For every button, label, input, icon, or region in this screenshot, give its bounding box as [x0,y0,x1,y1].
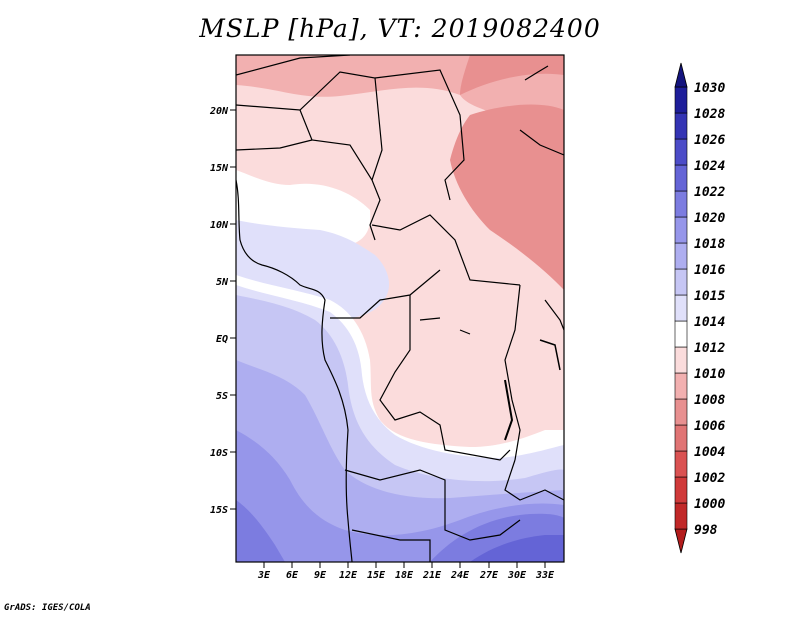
colorbar-label: 1014 [694,315,725,330]
colorbar-label: 1016 [694,263,725,278]
colorbar-label: 1000 [694,497,725,512]
colorbar-label: 1028 [694,107,725,122]
map-frame [235,54,565,563]
colorbar-label: 1018 [694,237,725,252]
lat-label-5S: 5S [216,391,228,402]
lon-label-12E: 12E [339,570,358,581]
colorbar-swatch [674,86,688,114]
colorbar-label: 1015 [694,289,725,304]
lon-label-30E: 30E [507,570,527,581]
colorbar-swatch [674,268,688,296]
lat-tick-5N: 5N [216,277,236,288]
colorbar-swatch [674,320,688,348]
colorbar-swatch [674,190,688,218]
colorbar-swatch [674,112,688,140]
lon-label-21E: 21E [422,570,442,581]
lat-tick-EQ: EQ [216,334,236,345]
lat-label-5N: 5N [216,277,229,288]
lat-tick-5S: 5S [216,391,236,402]
colorbar-swatch [674,294,688,322]
lat-label-15N: 15N [210,163,229,174]
lon-label-18E: 18E [395,570,414,581]
colorbar-swatch [674,398,688,426]
lat-label-EQ: EQ [216,334,228,345]
colorbar-swatch [674,216,688,244]
colorbar-swatch [674,242,688,270]
lon-label-3E: 3E [257,570,271,581]
lon-tick-27E: 27E [479,562,499,581]
colorbar-swatch [674,138,688,166]
colorbar-swatch [674,450,688,478]
colorbar-label: 1026 [694,133,725,148]
lat-tick-15S: 15S [210,505,236,516]
lon-axis: 3E 6E 9E 12E 15E 18E 21E 24E 27E 30E 33E [257,562,555,581]
colorbar-swatch [674,372,688,400]
lat-label-20N: 20N [209,106,229,117]
colorbar-label: 1002 [694,471,725,486]
lon-label-15E: 15E [367,570,386,581]
lat-tick-20N: 20N [209,106,236,117]
colorbar-label: 998 [694,523,718,538]
grads-credit: GrADS: IGES/COLA [4,603,91,613]
lon-tick-12E: 12E [339,562,358,581]
colorbar-swatch [674,476,688,504]
colorbar-label: 1004 [694,445,725,460]
lon-tick-21E: 21E [422,562,442,581]
lat-tick-10N: 10N [210,220,236,231]
colorbar-label: 1008 [694,393,725,408]
coastlines-and-borders [236,55,564,562]
lon-label-33E: 33E [535,570,555,581]
colorbar-label: 1010 [694,367,725,382]
lon-tick-15E: 15E [367,562,386,581]
colorbar-label: 1020 [694,211,725,226]
lon-tick-24E: 24E [450,562,470,581]
lat-tick-15N: 15N [210,163,236,174]
lon-tick-18E: 18E [395,562,414,581]
colorbar-extend-high [674,62,688,88]
lat-tick-10S: 10S [210,448,236,459]
lon-tick-9E: 9E [314,562,327,581]
lon-tick-3E: 3E [257,562,271,581]
lat-label-15S: 15S [210,505,228,516]
lon-label-24E: 24E [450,570,470,581]
colorbar: 998 1000 1002 1004 1006 1008 1010 1012 1014 1015 1… [674,62,725,554]
colorbar-swatch [674,502,688,530]
colorbar-label: 1012 [694,341,725,356]
lat-axis: 20N 15N 10N 5N EQ 5S 10S 15S [209,106,236,516]
chart-title: MSLP [hPa], VT: 2019082400 [199,14,601,43]
lon-tick-30E: 30E [507,562,527,581]
lon-label-27E: 27E [479,570,499,581]
lon-tick-33E: 33E [535,562,555,581]
colorbar-extend-low [674,528,688,554]
colorbar-label: 1006 [694,419,725,434]
colorbar-label: 1030 [694,81,725,96]
lon-tick-6E: 6E [286,562,299,581]
colorbar-label: 1024 [694,159,725,174]
colorbar-swatch [674,346,688,374]
colorbar-label: 1022 [694,185,725,200]
lon-label-6E: 6E [286,570,299,581]
lon-label-9E: 9E [314,570,327,581]
pressure-field [236,55,564,562]
lat-label-10N: 10N [210,220,229,231]
lat-label-10S: 10S [210,448,228,459]
colorbar-swatch [674,164,688,192]
colorbar-swatch [674,424,688,452]
